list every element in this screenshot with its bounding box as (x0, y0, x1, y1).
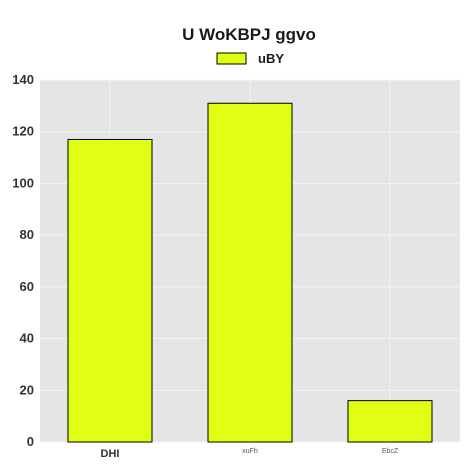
y-tick-label-3: 60 (20, 279, 34, 294)
bars (67, 102, 433, 443)
legend-label: uBY (258, 51, 284, 66)
y-axis: 0 20 40 60 80 100 120 140 (12, 72, 34, 449)
x-tick-label-2: EbcZ (382, 448, 399, 455)
y-tick-label-5: 100 (12, 175, 34, 190)
y-tick-label-1: 20 (20, 382, 34, 397)
chart-title: U WoKBPJ ggvo (182, 25, 316, 44)
y-tick-label-4: 80 (20, 227, 34, 242)
x-tick-label-1: xuFh (242, 448, 258, 455)
y-tick-label-7: 140 (12, 72, 34, 87)
bar-EbcZ (347, 400, 433, 443)
x-tick-label-0: DHI (101, 448, 120, 460)
legend-swatch (216, 52, 247, 65)
bar-DHI (67, 138, 153, 443)
y-tick-label-0: 0 (27, 434, 34, 449)
bar-xuFh (207, 102, 293, 443)
y-tick-label-6: 120 (12, 124, 34, 139)
legend: uBY (216, 51, 284, 66)
x-axis: DHI xuFh EbcZ (101, 448, 399, 460)
y-tick-label-2: 40 (20, 331, 34, 346)
